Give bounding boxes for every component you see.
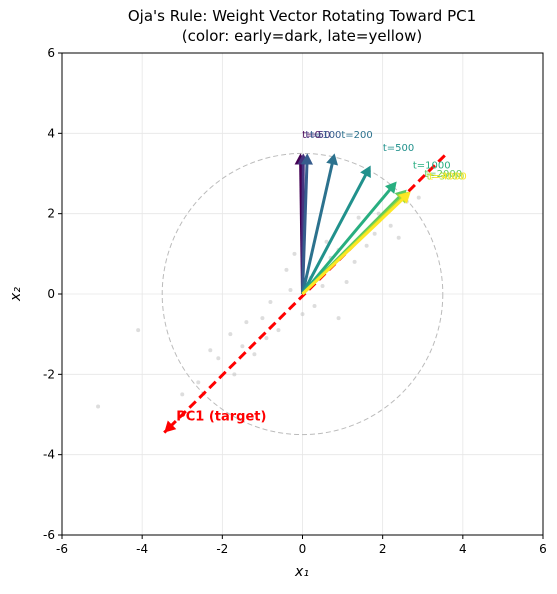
x-tick-label: -4	[136, 542, 148, 556]
y-tick-label: 4	[47, 126, 55, 140]
weight-arrow	[301, 186, 393, 295]
y-tick-label: 2	[47, 207, 55, 221]
sample-point	[244, 320, 249, 325]
weight-arrowhead	[398, 191, 411, 204]
x-tick-label: 6	[539, 542, 547, 556]
arrow-label: t=0	[302, 130, 321, 141]
reference-arrowhead	[164, 420, 177, 433]
weight-arrowhead	[300, 153, 313, 165]
arrow-label: t=100	[310, 130, 341, 141]
sample-point	[196, 380, 201, 385]
sample-point	[344, 279, 349, 284]
sample-point	[352, 259, 357, 264]
sample-point	[364, 243, 369, 248]
weight-arrowhead	[326, 153, 339, 166]
arrow-label: t=50	[305, 130, 330, 141]
sample-point	[396, 235, 401, 240]
sample-point	[288, 287, 293, 292]
plot-frame	[61, 52, 544, 536]
arrow-label: t=200	[341, 130, 372, 141]
sample-point	[324, 239, 329, 244]
weight-arrow	[301, 171, 369, 295]
y-tick-label: -2	[43, 367, 55, 381]
chart-subtitle: (color: early=dark, late=yellow)	[182, 27, 422, 45]
arrow-label: t=4000	[429, 171, 467, 182]
x-tick-label: 4	[459, 542, 467, 556]
sample-point	[320, 283, 325, 288]
sample-point	[276, 328, 281, 333]
sample-point	[300, 312, 305, 317]
weight-arrowhead	[360, 165, 371, 179]
sample-point	[388, 223, 393, 228]
sample-point	[312, 304, 317, 309]
sample-point	[336, 316, 341, 321]
sample-point	[260, 316, 265, 321]
sample-point	[292, 251, 297, 256]
y-axis-label: x₂	[8, 287, 24, 302]
x-tick-label: -6	[56, 542, 68, 556]
weight-arrowhead	[384, 181, 397, 194]
arrow-label: t=2000	[424, 169, 462, 180]
weight-arrow	[301, 195, 406, 296]
y-tick-label: -6	[43, 528, 55, 542]
sample-point	[284, 267, 289, 272]
y-tick-label: -4	[43, 448, 55, 462]
sample-point	[180, 392, 185, 397]
sample-point	[240, 344, 245, 349]
x-tick-label: -2	[216, 542, 228, 556]
chart-title: Oja's Rule: Weight Vector Rotating Towar…	[128, 7, 476, 25]
unit-circle	[161, 152, 444, 436]
x-axis-label: x₁	[294, 564, 309, 580]
reference-label: PC1 (target)	[176, 410, 266, 425]
sample-point	[232, 372, 237, 377]
x-tick-label: 0	[299, 542, 307, 556]
sample-point	[268, 300, 273, 305]
sample-point	[228, 332, 233, 337]
arrow-label: t=3000	[427, 171, 465, 182]
arrow-label: t=1000	[413, 161, 451, 172]
y-tick-label: 6	[47, 46, 55, 60]
sample-point	[264, 336, 269, 341]
sample-point	[416, 195, 421, 200]
sample-point	[356, 215, 361, 220]
y-tick-label: 0	[47, 287, 55, 301]
weight-arrow	[301, 161, 309, 295]
sample-point	[216, 356, 221, 361]
sample-point	[372, 231, 377, 236]
x-tick-label: 2	[379, 542, 387, 556]
weight-arrow	[301, 160, 335, 295]
sample-point	[96, 404, 101, 409]
sample-point	[136, 328, 141, 333]
arrow-label: t=500	[383, 143, 414, 154]
sample-point	[252, 352, 257, 357]
sample-point	[208, 348, 213, 353]
